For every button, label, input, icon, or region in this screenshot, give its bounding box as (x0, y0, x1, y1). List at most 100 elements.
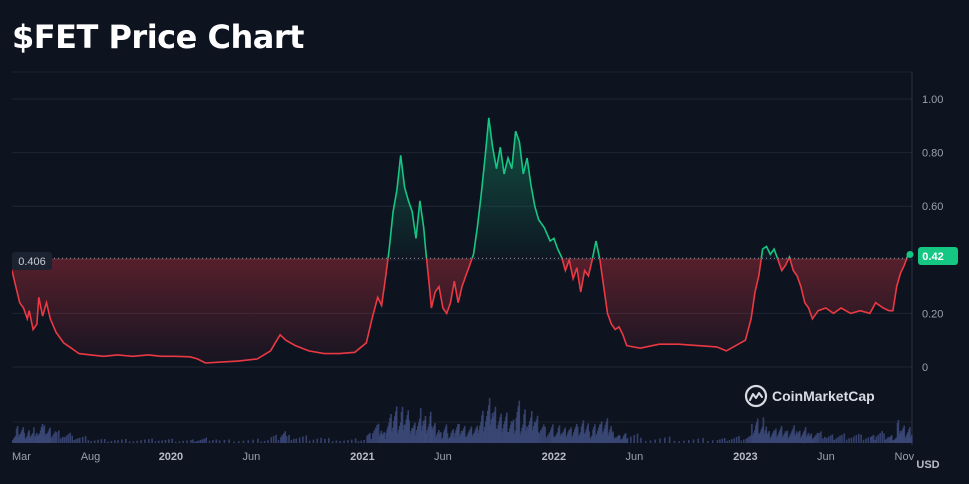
volume-bar (73, 440, 75, 443)
volume-bar (778, 430, 781, 443)
volume-bar (801, 434, 804, 444)
volume-bar (483, 431, 485, 443)
x-tick-label: 2022 (542, 451, 566, 463)
volume-bar (510, 421, 513, 443)
volume-bar (908, 429, 910, 443)
volume-bar (441, 437, 444, 443)
volume-bar (811, 439, 814, 443)
volume-bar (871, 435, 873, 443)
volume-bar (504, 421, 506, 443)
volume-bar (607, 435, 610, 443)
volume-bar (110, 441, 113, 443)
x-tick-label: Jun (242, 451, 260, 463)
volume-bar (422, 420, 425, 443)
volume-bar (316, 438, 319, 443)
volume-bar (556, 432, 559, 443)
volume-bar (392, 427, 394, 443)
volume-bar (728, 440, 731, 443)
volume-bar (393, 421, 395, 443)
volume-bar (536, 415, 539, 443)
gridlines (12, 71, 912, 423)
volume-bar (369, 432, 371, 443)
volume-bar (33, 427, 35, 443)
volume-bar (69, 432, 71, 443)
volume-bar (764, 430, 767, 443)
volume-bar (413, 425, 415, 443)
volume-bar (792, 428, 794, 443)
volume-bar (480, 421, 482, 443)
volume-bar (778, 432, 780, 443)
volume-bar (590, 437, 592, 443)
volume-bar (625, 439, 628, 443)
volume-bar (865, 438, 867, 443)
volume-bar (515, 417, 518, 443)
volume-bar (31, 434, 33, 443)
x-tick-label: Jun (625, 451, 643, 463)
volume-bar (417, 426, 419, 443)
volume-bar (524, 409, 526, 443)
volume-bar (412, 428, 414, 443)
volume-bar (32, 432, 34, 443)
watermark-text: CoinMarketCap (772, 388, 875, 404)
volume-bar (295, 438, 297, 443)
volume-bar (763, 433, 766, 443)
volume-bar (649, 440, 652, 443)
volume-bar (121, 439, 123, 443)
volume-bar (427, 426, 430, 443)
volume-bar (772, 432, 774, 443)
volume-bar (476, 425, 478, 443)
volume-bar (890, 435, 893, 443)
volume-bar (610, 426, 612, 443)
volume-bar (466, 434, 469, 443)
volume-bar (877, 434, 880, 443)
volume-bar (598, 424, 601, 443)
volume-bar (415, 434, 417, 443)
volume-bar (796, 431, 798, 443)
volume-bar (843, 433, 846, 443)
y-tick-label: 0.20 (922, 308, 943, 320)
volume-bar (270, 437, 273, 443)
volume-bar (25, 437, 27, 443)
volume-bar (606, 418, 609, 443)
volume-bar (823, 436, 826, 443)
volume-bar (320, 437, 322, 443)
volume-bar (19, 433, 22, 443)
volume-bar (525, 431, 527, 443)
volume-bar (532, 426, 535, 443)
volume-bar (526, 426, 528, 443)
volume-bar (569, 429, 571, 443)
volume-bar (140, 440, 142, 443)
volume-bar (433, 425, 435, 443)
volume-bar (853, 436, 855, 443)
volume-bar (768, 431, 770, 443)
volume-bar (58, 430, 60, 443)
volume-bar (463, 426, 466, 443)
volume-bar (577, 436, 580, 443)
volume-bar (467, 432, 470, 443)
volume-bar (377, 423, 380, 443)
volume-bar (21, 429, 24, 443)
volume-bar (550, 429, 552, 443)
volume-bar (555, 434, 558, 443)
volume-bar (458, 424, 460, 443)
volume-bar (746, 437, 749, 443)
volume-bar (573, 432, 575, 443)
volume-bar (418, 418, 421, 443)
volume-bar (561, 433, 564, 443)
volume-bar (898, 433, 901, 443)
volume-bar (775, 428, 777, 443)
volume-bar (132, 441, 135, 443)
volume-bar (585, 429, 588, 443)
volume-bar (721, 438, 724, 443)
volume-bar (731, 439, 733, 443)
volume-bar (542, 424, 545, 443)
volume-bar (833, 439, 836, 443)
volume-bar (530, 417, 532, 443)
volume-bar (553, 437, 556, 443)
volume-bar (529, 421, 531, 443)
volume-bar (683, 440, 685, 443)
volume-bar (41, 423, 44, 443)
volume-bar (906, 434, 908, 443)
volume-bar (473, 432, 476, 443)
